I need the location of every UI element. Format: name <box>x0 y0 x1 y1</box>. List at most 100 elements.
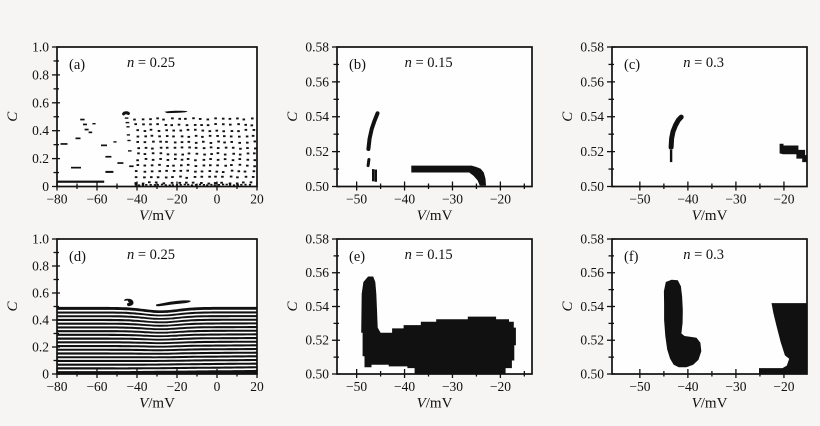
panel-c-ytick-label-2: 0.54 <box>580 109 604 124</box>
dot <box>148 181 151 184</box>
panel-e-xtick-label-0: −50 <box>346 379 367 394</box>
dot <box>231 159 235 162</box>
dot <box>193 124 197 126</box>
panel-b-xtick-label-0: −50 <box>346 192 367 207</box>
dot <box>178 117 181 120</box>
dot <box>136 129 139 132</box>
dot <box>242 181 245 184</box>
panel-d-xtick-label-0: −80 <box>46 379 67 394</box>
dot <box>215 129 219 132</box>
panel-f-ticks <box>607 238 785 378</box>
panel-e-label: (e) <box>349 249 365 265</box>
dot <box>134 170 138 172</box>
dot <box>206 124 210 127</box>
panel-f-ytick-label-1: 0.52 <box>580 333 604 348</box>
dot <box>150 176 153 179</box>
dot <box>172 129 175 132</box>
dot <box>202 158 206 161</box>
arc-mark <box>668 114 684 150</box>
dot <box>221 175 224 178</box>
dot <box>200 182 203 184</box>
dot <box>141 118 145 121</box>
panel-f-label: (f) <box>624 249 639 265</box>
dot <box>180 146 184 149</box>
dot <box>143 153 147 155</box>
stripe-gap <box>57 317 257 322</box>
panel-e-xtick-label-2: −30 <box>442 379 463 394</box>
dot <box>216 147 220 149</box>
dot <box>228 117 232 120</box>
panel-f-xtick-label-3: −20 <box>773 379 794 394</box>
dot <box>245 135 249 138</box>
dot <box>236 176 239 179</box>
dot <box>184 117 187 120</box>
dot <box>221 171 225 173</box>
dot <box>223 135 226 138</box>
panel-a-xtick-label-1: −60 <box>86 192 107 207</box>
dot <box>159 152 163 155</box>
dot <box>195 152 199 155</box>
dot <box>173 141 177 144</box>
panel-a-label: (a) <box>69 57 85 73</box>
panel-d-ytick-label-5: 1.0 <box>32 232 49 247</box>
dot <box>159 158 162 160</box>
dot <box>165 146 169 149</box>
dot <box>179 169 183 172</box>
panel-e-xtick-label-3: −20 <box>490 379 511 394</box>
dash-mark <box>60 143 68 145</box>
panel-a: −80 −60 −40 −20 0 20 0 0.2 0.4 0.6 0.8 1.0 (a) n = 0.… <box>5 40 264 225</box>
dot <box>239 147 242 150</box>
panel-f-xtick-label-2: −30 <box>725 379 746 394</box>
panel-a-ticks <box>52 46 258 191</box>
dot <box>151 152 155 155</box>
dot <box>222 123 225 126</box>
panel-d-xaxis-label: V/mV <box>139 396 175 412</box>
dot <box>185 124 189 127</box>
region-blob <box>164 110 188 114</box>
panel-d-xtick-label-2: −40 <box>126 379 147 394</box>
dot <box>206 118 210 121</box>
dot <box>144 135 147 138</box>
panel-c-ytick-label-4: 0.58 <box>580 40 604 55</box>
dot <box>143 130 147 132</box>
stripe-gap <box>57 324 257 329</box>
dot <box>166 159 170 161</box>
dot <box>252 170 256 173</box>
arc-mark <box>366 111 380 151</box>
dash-mark <box>374 169 377 182</box>
dot <box>194 128 197 131</box>
dot <box>232 184 236 186</box>
dot <box>156 176 160 179</box>
dot <box>208 130 212 133</box>
panel-c-xtick-label-2: −30 <box>725 192 746 207</box>
dot <box>157 130 161 132</box>
dot <box>180 164 183 167</box>
dot <box>248 183 252 186</box>
dot <box>216 164 219 167</box>
dot <box>162 118 165 121</box>
dot <box>194 184 198 186</box>
panel-c-ytick-label-1: 0.52 <box>580 144 604 159</box>
dot <box>133 118 136 121</box>
panel-f-title: n = 0.3 <box>683 247 724 263</box>
dot <box>149 118 152 121</box>
dot <box>186 128 190 131</box>
dot <box>201 129 205 132</box>
dot <box>179 129 183 132</box>
dot <box>202 140 205 143</box>
dot <box>143 170 147 173</box>
dot <box>216 158 220 161</box>
panel-b-ytick-label-3: 0.56 <box>305 74 329 89</box>
dash-mark <box>105 155 112 158</box>
dot <box>232 152 235 155</box>
panel-b: −50 −40 −30 −20 0.50 0.52 0.54 0.56 0.58 (b) n = 0… <box>285 40 533 224</box>
dash-mark <box>83 123 87 126</box>
panel-a-ytick-label-2: 0.4 <box>32 123 49 138</box>
dash-mark <box>101 144 107 147</box>
dot <box>183 183 186 186</box>
dot <box>236 117 239 120</box>
panel-b-xtick-label-3: −20 <box>490 192 511 207</box>
panel-f-marks <box>663 279 807 374</box>
panel-e-ticks <box>332 238 525 378</box>
dot <box>250 124 254 127</box>
